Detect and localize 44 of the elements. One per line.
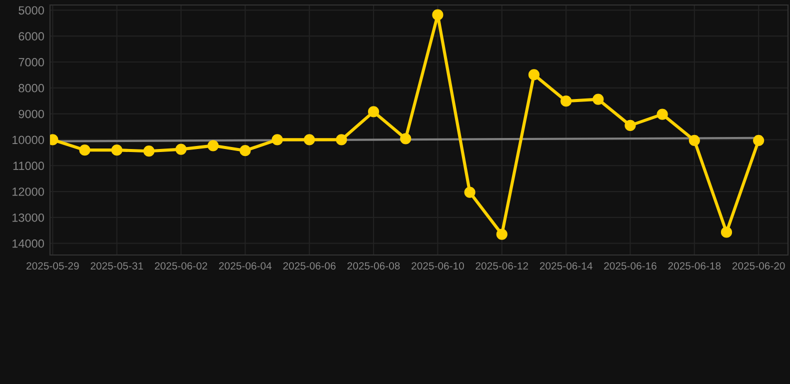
y-tick-label: 7000 bbox=[18, 58, 44, 66]
y-tick-label: 11000 bbox=[13, 162, 44, 170]
y-tick-label: 12000 bbox=[12, 188, 44, 196]
x-tick-label: 2025-05-31 bbox=[90, 262, 143, 270]
x-tick-label: 2025-06-14 bbox=[540, 262, 592, 270]
point bbox=[175, 144, 187, 155]
point bbox=[592, 94, 604, 105]
x-tick-label: 2025-06-16 bbox=[604, 262, 656, 270]
x-tick-label: 2025-06-06 bbox=[283, 262, 336, 270]
point bbox=[496, 228, 508, 240]
point bbox=[688, 134, 700, 146]
x-tick-label: 2025-06-08 bbox=[347, 262, 400, 270]
y-tick-label: 10000 bbox=[12, 136, 44, 144]
point bbox=[272, 134, 283, 146]
y-tick-label: 14000 bbox=[12, 239, 44, 248]
point bbox=[400, 133, 412, 144]
x-tick-label: 2025-05-29 bbox=[26, 262, 79, 270]
point bbox=[143, 146, 154, 157]
x-tick-label: 2025-06-02 bbox=[154, 262, 208, 270]
y-tick-label: 9000 bbox=[18, 110, 44, 118]
point bbox=[368, 106, 380, 118]
point bbox=[79, 144, 90, 156]
point bbox=[208, 140, 219, 152]
point bbox=[432, 9, 444, 20]
point bbox=[111, 144, 122, 156]
y-tick-label: 13000 bbox=[12, 213, 44, 222]
x-tick-label: 2025-06-20 bbox=[732, 262, 785, 270]
point bbox=[528, 69, 540, 80]
x-tick-label: 2025-06-18 bbox=[668, 262, 721, 270]
point bbox=[464, 186, 476, 198]
point bbox=[336, 134, 348, 146]
point bbox=[656, 108, 668, 120]
y-tick-label: 8000 bbox=[18, 84, 44, 92]
point bbox=[560, 96, 572, 107]
y-tick-label: 5000 bbox=[18, 6, 44, 15]
point bbox=[753, 134, 764, 146]
point bbox=[240, 145, 251, 156]
point bbox=[720, 226, 732, 238]
x-tick-label: 2025-06-10 bbox=[412, 262, 464, 270]
x-tick-label: 2025-06-04 bbox=[219, 262, 272, 270]
y-tick-label: 6000 bbox=[18, 32, 44, 40]
point bbox=[624, 120, 636, 132]
point bbox=[304, 134, 315, 146]
x-tick-label: 2025-06-12 bbox=[476, 262, 528, 270]
